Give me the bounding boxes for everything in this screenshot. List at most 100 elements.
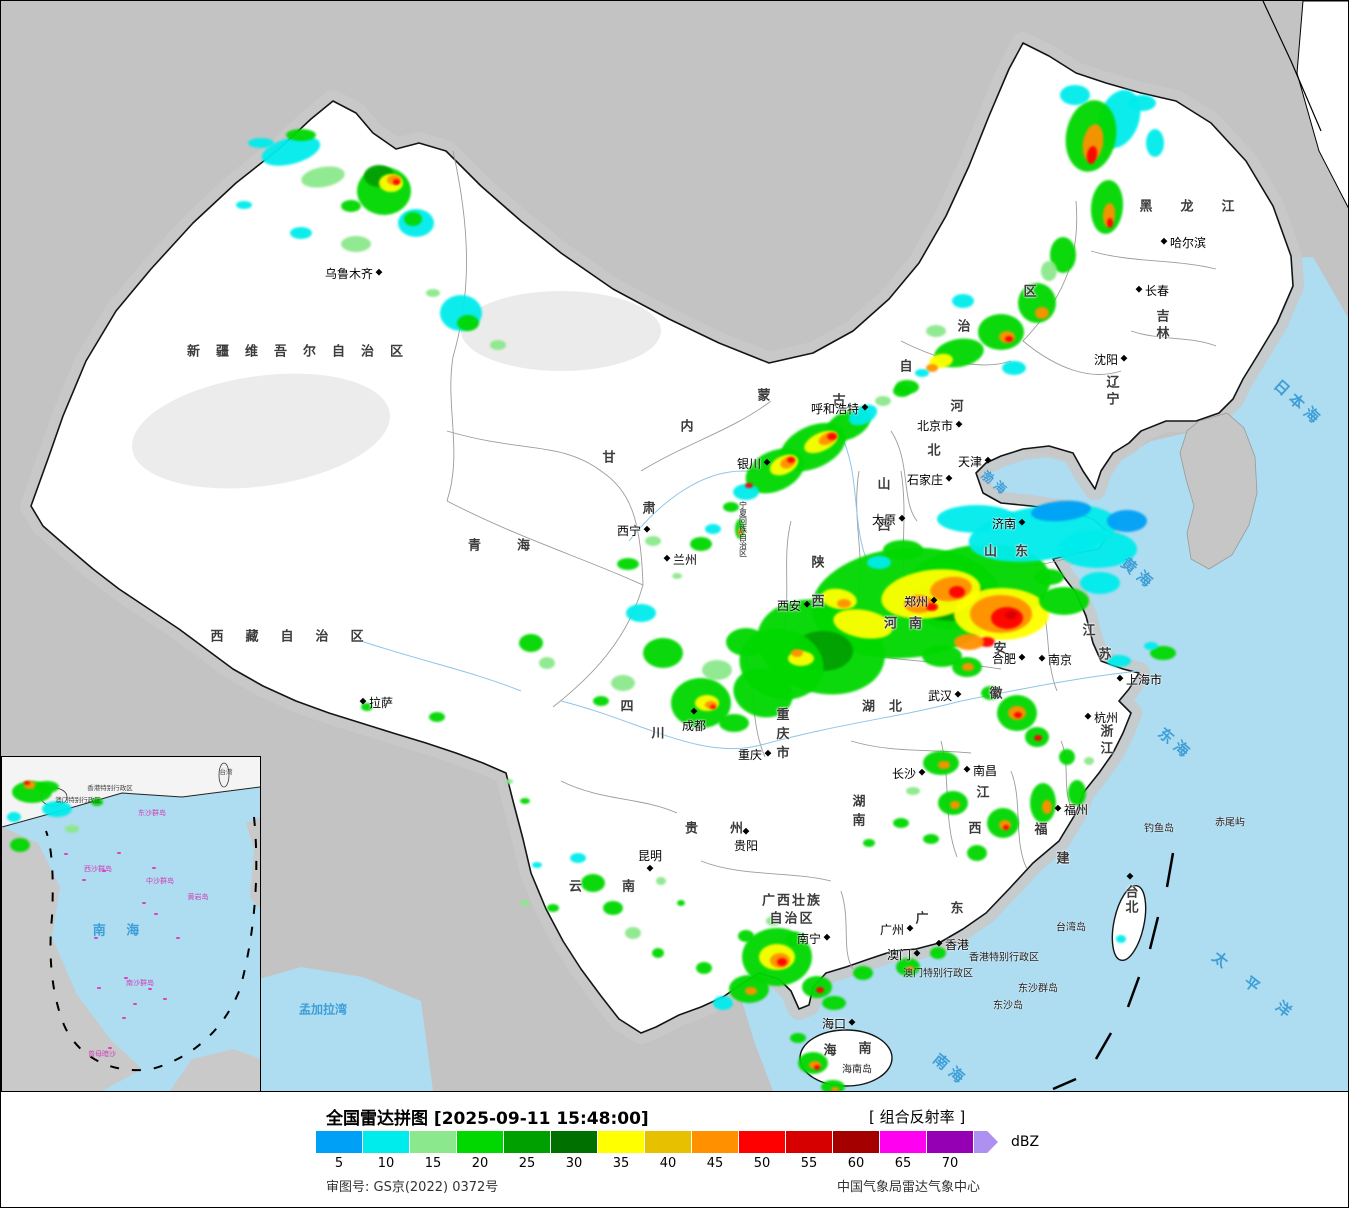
inset-island-mark: [117, 852, 121, 854]
radar-echo: [625, 927, 641, 939]
radar-echo: [875, 396, 891, 406]
inset-island-mark: [148, 988, 152, 990]
legend-color-cell: [645, 1131, 691, 1153]
radar-echo: [7, 812, 21, 822]
radar-echo: [520, 900, 530, 906]
inset-island-mark: [152, 867, 156, 869]
inset-island-mark: [142, 902, 146, 904]
radar-echo: [906, 787, 920, 795]
radar-echo: [853, 966, 873, 980]
radar-echo: [926, 364, 938, 372]
radar-echo: [35, 781, 59, 793]
radar-echo: [341, 200, 361, 212]
radar-echo: [745, 482, 753, 488]
radar-echo: [950, 801, 960, 809]
radar-echo: [926, 325, 946, 337]
radar-echo: [962, 663, 974, 671]
radar-echo: [766, 916, 780, 926]
radar-echo: [867, 555, 891, 569]
radar-echo: [361, 703, 373, 711]
radar-echo: [1034, 735, 1042, 741]
radar-echo: [341, 236, 371, 252]
inset-label: 曾母暗沙: [88, 1050, 116, 1058]
approval-number: 审图号: GS京(2022) 0372号: [326, 1180, 499, 1195]
radar-echo: [949, 586, 965, 598]
legend-color-cell: [410, 1131, 456, 1153]
radar-echo: [1005, 336, 1013, 342]
radar-echo: [926, 603, 938, 611]
inset-label: 香港特别行政区: [87, 784, 133, 792]
legend-color-cell: [692, 1131, 738, 1153]
radar-echo: [710, 705, 716, 709]
radar-echo: [696, 962, 712, 974]
inset-china-coast: [2, 757, 260, 827]
radar-echo: [593, 696, 609, 706]
radar-echo: [10, 838, 30, 852]
radar-echo: [426, 289, 440, 297]
radar-echo: [937, 505, 1017, 533]
radar-echo: [816, 987, 824, 993]
radar-echo: [938, 761, 950, 769]
radar-echo: [677, 900, 685, 906]
radar-echo: [895, 380, 919, 394]
radar-echo: [777, 958, 787, 966]
radar-echo: [1128, 95, 1156, 111]
radar-echo: [979, 637, 995, 647]
legend-tick: 45: [706, 1156, 724, 1171]
unit-label: dBZ: [1011, 1134, 1040, 1150]
legend-color-cell: [551, 1131, 597, 1153]
radar-echo: [787, 457, 795, 463]
radar-echo: [286, 129, 316, 141]
radar-echo: [1084, 757, 1094, 765]
credit-label: 中国气象局雷达气象中心: [837, 1180, 981, 1195]
radar-echo: [923, 834, 939, 844]
korea-peninsula: [1179, 412, 1258, 570]
radar-echo: [906, 966, 914, 972]
radar-echo: [1034, 569, 1064, 585]
inset-indochina: [2, 827, 142, 1091]
inset-label: 澳门特别行政区: [55, 796, 101, 804]
radar-echo: [705, 524, 721, 534]
radar-echo: [922, 645, 962, 667]
legend-tick: 25: [518, 1156, 536, 1171]
radar-echo: [883, 540, 923, 560]
ne-foreign-land: [1296, 1, 1348, 209]
legend-overflow-arrow: [974, 1131, 998, 1153]
radar-echo: [1107, 655, 1131, 667]
radar-echo: [1014, 712, 1022, 718]
radar-echo: [1068, 780, 1086, 806]
radar-echo: [981, 686, 1001, 700]
legend-tick: 65: [894, 1156, 912, 1171]
inset-island-mark: [82, 879, 86, 881]
radar-echo: [1003, 824, 1009, 830]
inset-coastline: [2, 786, 260, 828]
radar-echo: [248, 138, 274, 148]
radar-echo: [723, 502, 739, 512]
gobi-shading: [461, 291, 661, 371]
radar-echo: [690, 537, 712, 551]
base-map-svg: [20, 1, 1348, 1091]
legend-tick: 40: [659, 1156, 677, 1171]
legend-bar: 全国雷达拼图 [2025-09-11 15:48:00] [ 组合反射率 ] 5…: [1, 1091, 1348, 1207]
radar-echo: [954, 634, 984, 650]
legend-color-cell: [363, 1131, 409, 1153]
radar-echo: [814, 1064, 820, 1070]
radar-echo: [1146, 129, 1164, 157]
radar-echo: [952, 294, 974, 308]
radar-echo: [570, 853, 586, 863]
inset-island-mark: [154, 913, 158, 915]
inset-label-layer: 南 海 东沙群岛 西沙群岛 中沙群岛 黄岩岛 南沙群岛 曾母暗沙 台湾 香港特别行政区 澳门特别行…: [2, 757, 260, 1091]
legend-tick: 50: [753, 1156, 771, 1171]
legend-tick: 20: [471, 1156, 489, 1171]
radar-echo: [790, 1033, 806, 1043]
radar-echo: [837, 598, 851, 608]
radar-echo: [821, 1080, 845, 1091]
radar-echo: [967, 845, 987, 861]
inset-label: 东沙群岛: [138, 809, 166, 817]
radar-echo: [719, 714, 749, 732]
radar-echo: [290, 227, 312, 239]
china-radar-map: 新疆维吾尔自治区 西藏自治区 青海甘肃内蒙古自治区黑龙江 吉林 辽宁河北山西 山东 陕西 河南…: [1, 1, 1348, 1091]
radar-echo-layer: [1, 1, 1348, 1091]
radar-echo: [827, 432, 837, 440]
radar-echo: [520, 798, 530, 804]
